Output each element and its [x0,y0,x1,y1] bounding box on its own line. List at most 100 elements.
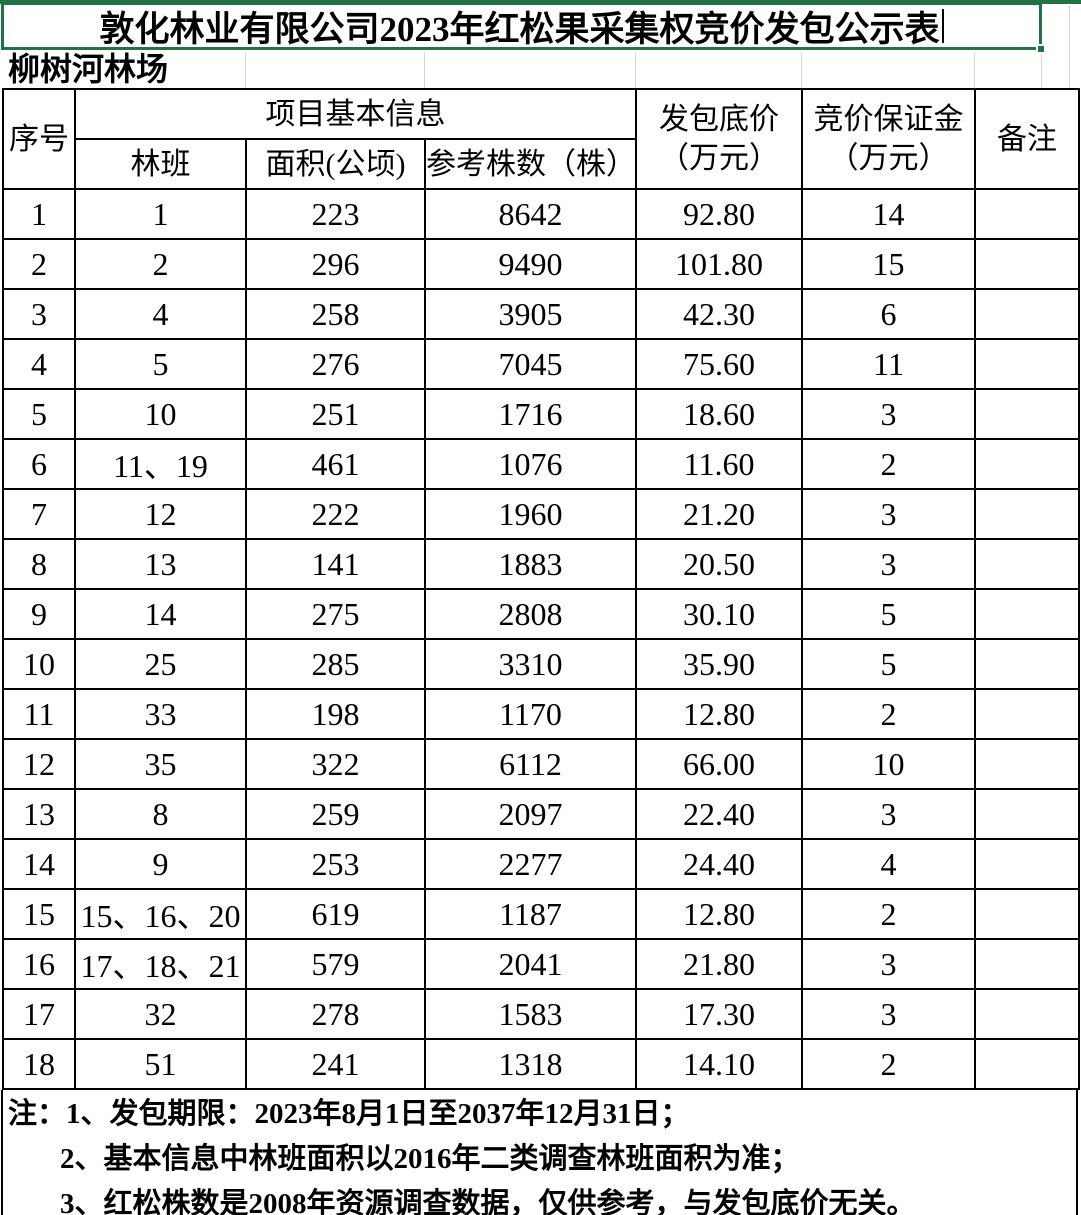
cell-base-price[interactable]: 101.80 [635,238,804,290]
cell-index[interactable]: 2 [2,238,76,290]
cell-base-price[interactable]: 14.10 [635,1038,804,1090]
cell-trees[interactable]: 7045 [423,338,638,390]
cell-index[interactable]: 16 [2,938,76,990]
cell-base-price[interactable]: 24.40 [635,838,804,890]
title-cell[interactable]: 敦化林业有限公司2023年红松果采集权竞价发包公示表 [1,2,1042,50]
cell-base-price[interactable]: 21.80 [635,938,804,990]
cell-area[interactable]: 258 [245,288,426,340]
cell-deposit[interactable]: 3 [801,938,977,990]
cell-deposit[interactable]: 3 [801,538,977,590]
cell-trees[interactable]: 1187 [423,888,638,940]
cell-deposit[interactable]: 11 [801,338,977,390]
cell-forest-class[interactable]: 51 [74,1038,247,1090]
cell-deposit[interactable]: 3 [801,488,977,540]
cell-forest-class[interactable]: 5 [74,338,247,390]
cell-forest-class[interactable]: 15、16、20 [74,888,247,940]
header-deposit[interactable]: 竞价保证金 （万元） [801,88,977,190]
cell-base-price[interactable]: 11.60 [635,438,804,490]
cell-deposit[interactable]: 5 [801,588,977,640]
cell-area[interactable]: 241 [245,1038,426,1090]
cell-deposit[interactable]: 6 [801,288,977,340]
cell-forest-class[interactable]: 35 [74,738,247,790]
cell-deposit[interactable]: 4 [801,838,977,890]
cell-remark[interactable] [974,438,1081,490]
header-project-info-group[interactable]: 项目基本信息 [73,88,638,140]
cell-forest-class[interactable]: 8 [74,788,247,840]
cell-forest-class[interactable]: 9 [74,838,247,890]
cell-deposit[interactable]: 15 [801,238,977,290]
fill-handle[interactable] [1036,44,1046,54]
cell-base-price[interactable]: 42.30 [635,288,804,340]
cell-index[interactable]: 6 [2,438,76,490]
cell-area[interactable]: 141 [245,538,426,590]
cell-area[interactable]: 579 [245,938,426,990]
cell-remark[interactable] [974,788,1081,840]
cell-trees[interactable]: 3905 [423,288,638,340]
cell-forest-class[interactable]: 2 [74,238,247,290]
cell-base-price[interactable]: 18.60 [635,388,804,440]
cell-trees[interactable]: 3310 [423,638,638,690]
cell-base-price[interactable]: 66.00 [635,738,804,790]
cell-area[interactable]: 251 [245,388,426,440]
cell-trees[interactable]: 2808 [423,588,638,640]
cell-base-price[interactable]: 21.20 [635,488,804,540]
cell-trees[interactable]: 1318 [423,1038,638,1090]
cell-index[interactable]: 12 [2,738,76,790]
cell-trees[interactable]: 2041 [423,938,638,990]
cell-area[interactable]: 198 [245,688,426,740]
cell-deposit[interactable]: 2 [801,1038,977,1090]
cell-remark[interactable] [974,238,1081,290]
cell-remark[interactable] [974,638,1081,690]
cell-index[interactable]: 8 [2,538,76,590]
cell-base-price[interactable]: 22.40 [635,788,804,840]
cell-deposit[interactable]: 3 [801,988,977,1040]
cell-index[interactable]: 18 [2,1038,76,1090]
cell-trees[interactable]: 1960 [423,488,638,540]
cell-area[interactable]: 285 [245,638,426,690]
cell-area[interactable]: 276 [245,338,426,390]
cell-trees[interactable]: 6112 [423,738,638,790]
cell-area[interactable]: 296 [245,238,426,290]
cell-base-price[interactable]: 20.50 [635,538,804,590]
cell-forest-class[interactable]: 10 [74,388,247,440]
cell-trees[interactable]: 8642 [423,188,638,240]
cell-index[interactable]: 17 [2,988,76,1040]
cell-remark[interactable] [974,488,1081,540]
cell-forest-class[interactable]: 25 [74,638,247,690]
cell-area[interactable]: 253 [245,838,426,890]
cell-remark[interactable] [974,338,1081,390]
cell-base-price[interactable]: 35.90 [635,638,804,690]
cell-forest-class[interactable]: 14 [74,588,247,640]
cell-remark[interactable] [974,188,1081,240]
cell-deposit[interactable]: 3 [801,788,977,840]
cell-trees[interactable]: 2277 [423,838,638,890]
cell-remark[interactable] [974,1038,1081,1090]
cell-forest-class[interactable]: 1 [74,188,247,240]
cell-deposit[interactable]: 3 [801,388,977,440]
cell-remark[interactable] [974,388,1081,440]
cell-remark[interactable] [974,738,1081,790]
cell-remark[interactable] [974,588,1081,640]
cell-forest-class[interactable]: 17、18、21 [74,938,247,990]
cell-area[interactable]: 259 [245,788,426,840]
cell-remark[interactable] [974,838,1081,890]
cell-forest-class[interactable]: 13 [74,538,247,590]
cell-deposit[interactable]: 2 [801,688,977,740]
cell-index[interactable]: 5 [2,388,76,440]
cell-area[interactable]: 619 [245,888,426,940]
cell-index[interactable]: 4 [2,338,76,390]
cell-base-price[interactable]: 92.80 [635,188,804,240]
cell-area[interactable]: 223 [245,188,426,240]
cell-index[interactable]: 9 [2,588,76,640]
subtitle-cell[interactable]: 柳树河林场 [8,51,169,87]
header-remark[interactable]: 备注 [974,88,1081,190]
cell-deposit[interactable]: 2 [801,888,977,940]
cell-trees[interactable]: 1716 [423,388,638,440]
cell-remark[interactable] [974,538,1081,590]
header-base-price[interactable]: 发包底价 （万元） [635,88,804,190]
cell-index[interactable]: 7 [2,488,76,540]
header-area[interactable]: 面积(公顷) [245,138,426,190]
cell-base-price[interactable]: 12.80 [635,688,804,740]
cell-base-price[interactable]: 75.60 [635,338,804,390]
cell-trees[interactable]: 9490 [423,238,638,290]
